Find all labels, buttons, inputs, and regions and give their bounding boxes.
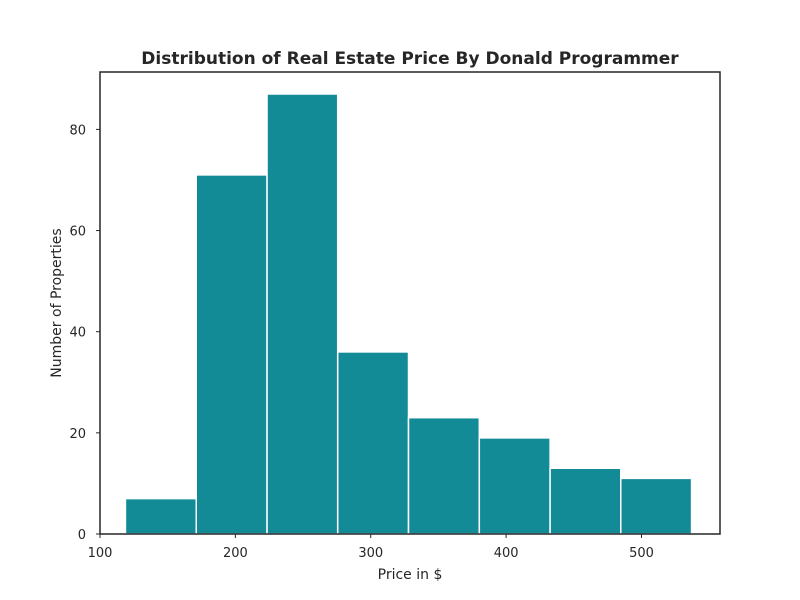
y-tick-label-20: 20	[69, 427, 86, 442]
histogram-bar-5	[407, 416, 481, 535]
plot-frame	[99, 71, 721, 535]
x-axis-label: Price in $	[378, 567, 443, 583]
histogram-bar-8	[620, 477, 693, 535]
histogram-bar-7	[549, 467, 622, 535]
histogram-bar-4	[336, 351, 410, 535]
y-tick-label-80: 80	[69, 123, 86, 138]
y-tick-label-40: 40	[69, 326, 86, 341]
x-tick-label-300: 300	[358, 546, 383, 561]
y-axis-label: Number of Properties	[49, 228, 65, 377]
histogram-bar-6	[478, 437, 551, 535]
chart-title: Distribution of Real Estate Price By Don…	[141, 49, 679, 69]
x-tick-label-400: 400	[494, 546, 519, 561]
x-tick-label-200: 200	[223, 546, 248, 561]
histogram-bar-3	[266, 93, 339, 535]
y-tick-label-60: 60	[69, 225, 86, 240]
x-tick-group: 100 200 300 400 500	[88, 534, 654, 561]
histogram-bar-1	[124, 497, 197, 535]
bars-group	[124, 93, 693, 535]
x-tick-label-500: 500	[629, 546, 654, 561]
x-tick-label-100: 100	[88, 546, 113, 561]
histogram-bar-2	[195, 174, 268, 535]
y-tick-label-0: 0	[78, 528, 86, 543]
y-tick-group: 0 20 40 60 80	[69, 123, 100, 543]
